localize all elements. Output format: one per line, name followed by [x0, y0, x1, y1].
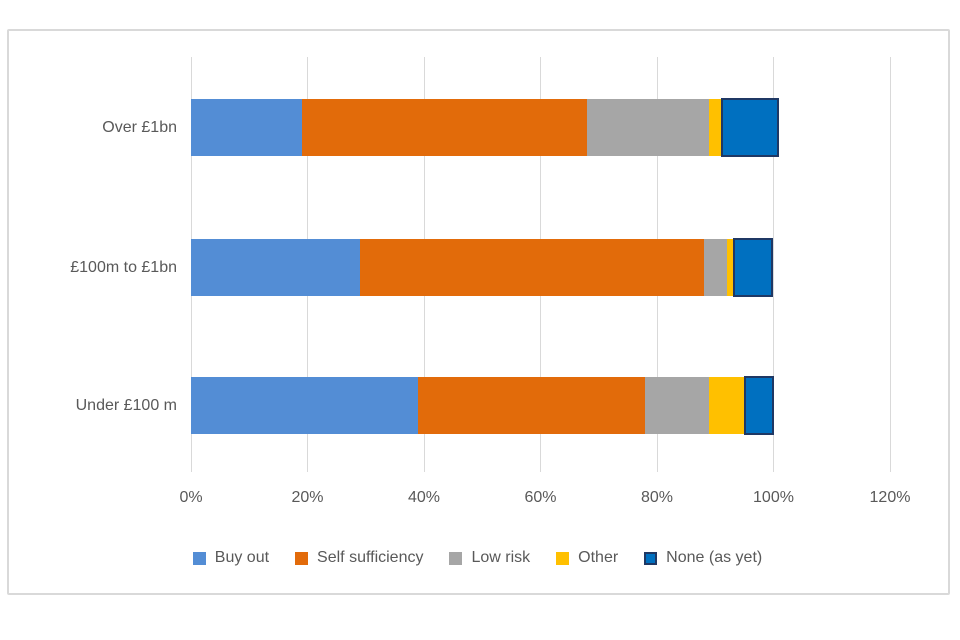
bar-segment — [191, 377, 419, 434]
x-tick-label: 120% — [869, 489, 911, 506]
x-tick-label: 100% — [753, 489, 794, 506]
bar-segment — [709, 377, 745, 434]
bar-segment — [744, 376, 774, 435]
x-tick-label: 40% — [407, 489, 441, 506]
legend-label: Self sufficiency — [317, 549, 424, 566]
bar-segment — [726, 239, 733, 296]
legend-label: Other — [578, 549, 619, 566]
bar-segment — [587, 99, 710, 156]
legend-item: Other — [556, 548, 618, 568]
legend-swatch-icon — [449, 551, 463, 565]
bar-segment — [721, 98, 780, 157]
bar-segment — [418, 377, 646, 434]
category-label: Over £1bn — [102, 118, 177, 136]
legend-label: Buy out — [214, 549, 270, 566]
bar-segment — [703, 239, 727, 296]
legend-label: Low risk — [471, 549, 531, 566]
bar-segment — [732, 238, 774, 297]
legend-swatch-icon — [556, 551, 570, 565]
legend-swatch-icon — [295, 551, 309, 565]
legend-swatch-icon — [192, 551, 206, 565]
category-label: £100m to £1bn — [70, 258, 177, 276]
legend-label: None (as yet) — [666, 549, 763, 566]
legend-swatch-icon — [644, 551, 658, 565]
x-tick-label: 20% — [291, 489, 324, 506]
bar-segment — [359, 239, 704, 296]
bar-segment — [709, 99, 722, 156]
category-label: Under £100 m — [75, 396, 177, 414]
legend: Buy out Self sufficiency Low risk Other None… — [9, 548, 946, 568]
bar-segment — [645, 377, 710, 434]
x-tick-label: 60% — [524, 489, 557, 506]
gridline — [773, 57, 774, 472]
legend-item: Self sufficiency — [295, 548, 423, 568]
gridline — [889, 57, 891, 472]
legend-item: Buy out — [192, 548, 270, 568]
bar-segment — [301, 99, 588, 156]
bar-segment — [191, 99, 302, 156]
x-tick-label: 0% — [179, 489, 203, 506]
legend-item: None (as yet) — [644, 548, 762, 568]
bar-segment — [191, 239, 360, 296]
legend-item: Low risk — [449, 548, 530, 568]
x-tick-label: 80% — [640, 489, 674, 506]
